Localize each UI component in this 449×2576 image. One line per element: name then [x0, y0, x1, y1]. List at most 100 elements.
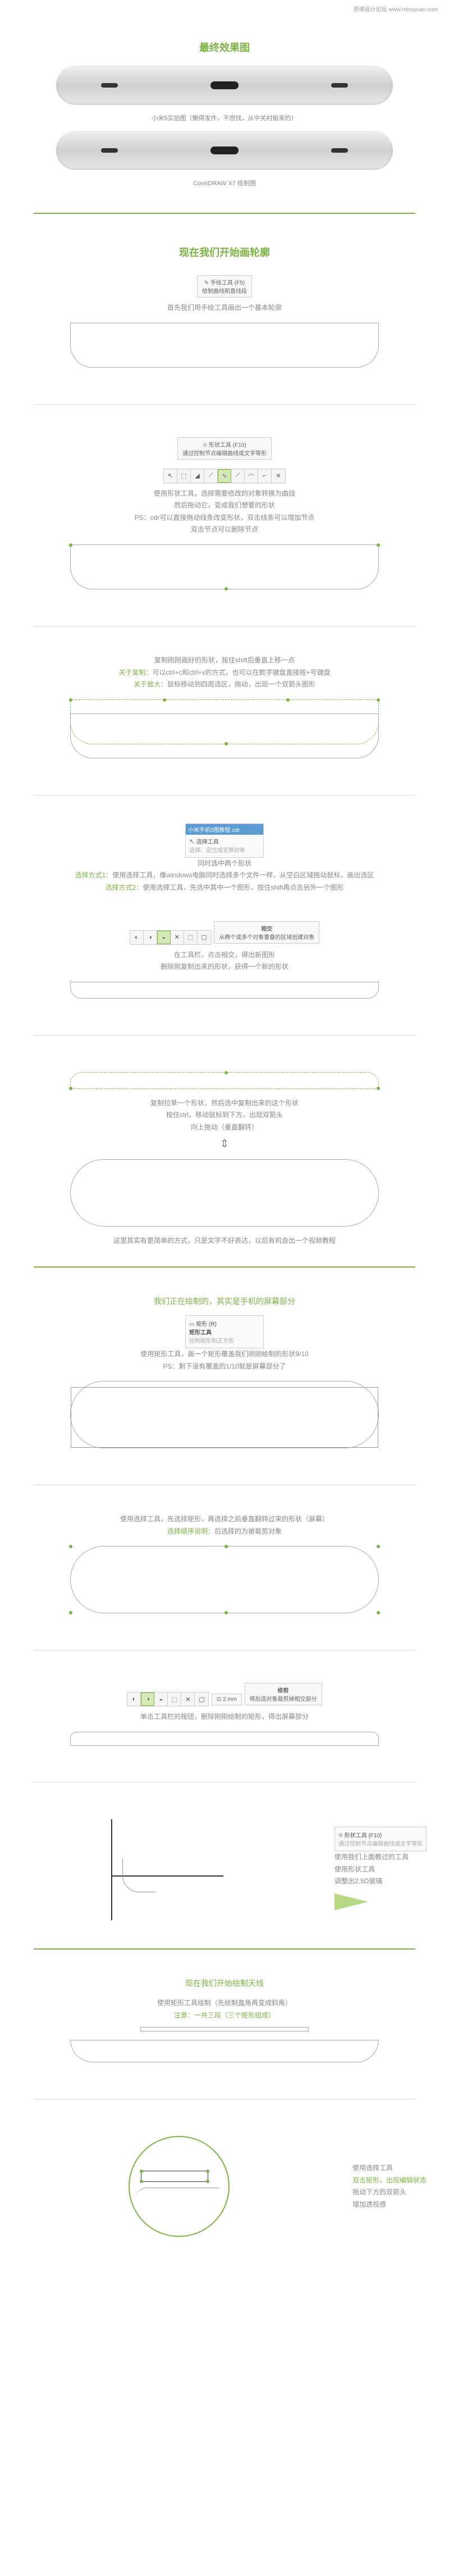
title-final: 最终效果图: [22, 40, 427, 54]
node: [377, 1545, 380, 1548]
shape-text3: PS：cdr可以直接拖动线条改变形状，双击线条可以增加节点: [22, 512, 427, 524]
pencil-icon: ✎: [204, 280, 210, 286]
full-outline: [70, 1159, 379, 1227]
antenna-note: 注意：一共三段（三个矩形组成）: [22, 2010, 427, 2022]
opt2-text: 使用选择工具，先选中其中一个图形，按住shift再点击另外一个图形: [143, 884, 343, 891]
node: [377, 543, 380, 547]
divider: [34, 404, 415, 405]
tool-label: 形状工具 (F10): [209, 442, 246, 449]
arrow-down-icon: ⇕: [22, 1137, 427, 1151]
select-panel: 小米手机5图教程.cdr ↖ 选择工具 选择、定位或变换对象: [185, 823, 264, 858]
divider: [34, 1782, 415, 1783]
flipped-outline: [70, 1072, 379, 1089]
zoom-curve: [135, 2188, 219, 2216]
zoom-content: [130, 2137, 228, 2236]
shape-icon: ⟐: [338, 1833, 345, 1839]
persp-text1: 使用选择工具: [352, 2162, 427, 2175]
title-antenna: 现在我们开始绘制天线: [22, 1978, 427, 1989]
screen-outline: [70, 1381, 379, 1448]
panel-desc: 选择、定位或变换对象: [189, 848, 245, 854]
flip-text3: 向上拖动（垂直翻转）: [22, 1122, 427, 1134]
toolbar-item[interactable]: ◑: [144, 931, 157, 944]
select-text1: 同时选中两个形状: [22, 858, 427, 870]
flip-text1: 复制拉草一个形状，然后选中复制出来的这个形状: [22, 1097, 427, 1110]
trim-desc: 将后选对象裁剪掉相交部分: [250, 1696, 317, 1703]
divider: [34, 1035, 415, 1036]
toolbar-item[interactable]: ◐: [130, 931, 144, 944]
toolbar-item[interactable]: ◐: [127, 1692, 141, 1706]
section-copy: 复制刚刚画好的形状，按住shift后垂直上移一点 关于复制：可以ctrl+c和c…: [0, 643, 449, 778]
curve-line: [122, 1859, 156, 1892]
tool-desc: 给制曲线和直线段: [202, 289, 247, 295]
cursor-icon: ↖: [189, 839, 196, 845]
covering-rect: [71, 1387, 378, 1448]
d25-text1: 使用我们上面教过的工具: [335, 1851, 427, 1864]
toolbar-item-trim[interactable]: ◑: [141, 1692, 154, 1706]
persp-text2: 双击矩形，出现编辑状态: [352, 2175, 427, 2187]
divider: [34, 213, 415, 214]
d25-text2: 使用形状工具: [335, 1864, 427, 1876]
toolbar-item[interactable]: ⌐: [258, 469, 272, 483]
toolbar-item[interactable]: ✕: [272, 469, 285, 483]
tool-label: 手绘工具 (F5): [210, 280, 245, 286]
order-text1: 使用选择工具，先选择矩形，再选择之前垂直翻转过来的形状（屏幕）: [22, 1513, 427, 1526]
opt1-text: 使用选择工具，像windows电脑同时选择多个文件一样，从空白区域拖动鼠标，画出…: [112, 871, 374, 879]
panel-title: 小米手机5图教程.cdr: [186, 824, 263, 835]
tool-desc: 通过控制节点编辑曲线或文字等形: [182, 451, 267, 457]
node: [286, 698, 290, 702]
antenna-rect: [140, 2027, 309, 2031]
node: [224, 1071, 228, 1074]
shape-icon: ⟐: [203, 442, 209, 449]
screen-shape: [70, 1732, 379, 1746]
toolbar-item[interactable]: ⬚: [168, 1692, 181, 1706]
divider: [34, 1266, 415, 1268]
intersect-tooltip: 相交 从两个或多个对象重叠的区域创建对象: [214, 921, 319, 944]
solid-outline: [70, 713, 379, 758]
order-text2: 后选择的为被裁剪对象: [214, 1527, 282, 1535]
toolbar-item[interactable]: ◢: [191, 469, 204, 483]
toolbar-item[interactable]: ◠: [245, 469, 258, 483]
basic-outline: [70, 323, 379, 368]
toolbar-item[interactable]: ⟋: [204, 469, 218, 483]
node: [224, 1545, 228, 1548]
copy-pre3: 关于放大：: [134, 680, 167, 688]
persp-text4: 增加透视感: [352, 2199, 427, 2211]
trim-toolbar: ◐ ◑ ◒ ⬚ ✕ ▢: [127, 1692, 209, 1706]
node: [69, 1545, 72, 1548]
toolbar-item[interactable]: ↖: [164, 469, 177, 483]
trim-tooltip: 修剪 将后选对象裁剪掉相交部分: [245, 1683, 322, 1705]
toolbar-item[interactable]: ⬚: [177, 469, 191, 483]
section-outline-start: 现在我们开始画轮廓 ✎ 手绘工具 (F5) 给制曲线和直线段 首先我们用手绘工具…: [0, 222, 449, 387]
node: [163, 698, 166, 702]
toolbar-item[interactable]: ▢: [195, 1692, 208, 1706]
screen-text2: PS：剩下没有覆盖的1/10就是屏幕部分了: [22, 1361, 427, 1373]
section-antenna: 现在我们开始绘制天线 使用矩形工具绘制（先绘制直角再变成斜角） 注意：一共三段（…: [0, 1958, 449, 2082]
persp-text3: 拖动下方的双箭头: [352, 2186, 427, 2199]
d25-text3: 调整出2.5D玻璃: [335, 1875, 427, 1888]
section-2-5d: ⟐ 形状工具 (F10) 通过控制节点编辑曲线或文字等形 使用我们上面教过的工具…: [0, 1800, 449, 1940]
toolbar-item-intersect[interactable]: ◒: [157, 931, 171, 944]
opt2-pre: 选择方式2：: [106, 884, 143, 891]
section-shape-tool: ⟐ 形状工具 (F10) 通过控制节点编辑曲线或文字等形 ↖ ⬚ ◢ ⟋ ∿ ⟋…: [0, 422, 449, 609]
toolbar-item[interactable]: ✕: [171, 931, 184, 944]
section-trim: ◐ ◑ ◒ ⬚ ✕ ▢ ⊡ 2 mm 修剪 将后选对象裁剪掉相交部分 单击工具栏…: [0, 1667, 449, 1765]
node: [206, 2170, 209, 2173]
toolbar-item[interactable]: ◒: [154, 1692, 168, 1706]
toolbar-item[interactable]: ⟋: [231, 469, 245, 483]
section-select: 小米手机5图教程.cdr ↖ 选择工具 选择、定位或变换对象 同时选中两个形状 …: [0, 812, 449, 905]
title-outline: 现在我们开始画轮廓: [22, 245, 427, 259]
flip-text4: 这里其实有更简单的方式，只是文字不好表达，以后有机会出一个视频教程: [22, 1235, 427, 1247]
zoom-circle: [129, 2136, 230, 2237]
toolbar-item-active[interactable]: ∿: [218, 469, 231, 483]
node: [377, 1611, 380, 1614]
node: [140, 2170, 143, 2173]
copy-text1: 复制刚刚画好的形状，按住shift后垂直上移一点: [22, 655, 427, 667]
rect-panel: ▭ 矩形 (R) 矩形工具 绘制矩形和正方形: [185, 1315, 264, 1348]
rect-icon: ▭: [189, 1321, 196, 1328]
toolbar-item[interactable]: ✕: [181, 1692, 195, 1706]
node: [69, 1087, 72, 1090]
vertical-line: [111, 1819, 112, 1920]
toolbar-item[interactable]: ▢: [198, 931, 211, 944]
outline-text: 首先我们用手绘工具画出一个基本轮廓: [22, 302, 427, 314]
toolbar-item[interactable]: ⬚: [184, 931, 198, 944]
